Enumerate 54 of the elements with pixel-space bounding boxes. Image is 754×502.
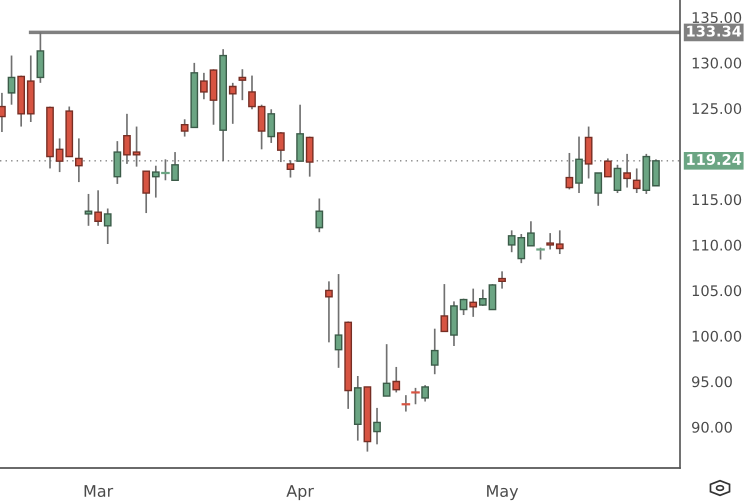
candlestick xyxy=(478,288,487,307)
candlestick xyxy=(402,394,410,412)
x-tick-label: May xyxy=(487,485,518,500)
ref-line-label: 119.24 xyxy=(687,154,742,166)
candlestick xyxy=(527,220,535,247)
y-tick-label: 100.00 xyxy=(692,330,742,342)
candlestick xyxy=(286,159,294,178)
candlestick xyxy=(8,54,16,106)
candlestick xyxy=(566,152,574,190)
candlestick xyxy=(421,384,429,402)
candlestick xyxy=(142,170,150,214)
candlestick xyxy=(594,172,602,207)
y-tick-label: 115.00 xyxy=(692,194,742,206)
candlestick xyxy=(75,138,83,183)
candlestick xyxy=(84,193,92,227)
candlestick xyxy=(373,407,381,446)
candlestick xyxy=(536,246,545,260)
candlestick xyxy=(508,230,516,254)
candlestick xyxy=(56,138,64,173)
candlestick xyxy=(382,343,391,397)
y-tick-label: 105.00 xyxy=(692,285,742,296)
candlestick xyxy=(238,68,246,101)
candlestick xyxy=(94,189,102,227)
candlestick xyxy=(517,233,526,264)
candlestick xyxy=(392,366,400,394)
y-tick-label: 135.00 xyxy=(692,12,742,24)
candlestick xyxy=(334,273,342,369)
candlestick xyxy=(315,198,324,234)
candlestick xyxy=(276,131,285,163)
y-tick-label: 90.00 xyxy=(692,422,732,433)
candlestick xyxy=(440,283,448,332)
y-tick-label: 125.00 xyxy=(692,103,742,114)
candlestick xyxy=(469,288,478,318)
candlestick xyxy=(267,108,276,144)
candlestick xyxy=(430,328,439,376)
x-tick-label: Mar xyxy=(84,485,114,498)
x-tick-label: Apr xyxy=(286,485,314,500)
candlestick xyxy=(104,208,112,245)
candlestick xyxy=(575,136,583,194)
candlestick xyxy=(411,387,420,406)
candlestick xyxy=(632,168,641,194)
candlestick xyxy=(546,232,554,250)
y-tick-label: 130.00 xyxy=(692,58,742,69)
candlestick xyxy=(228,82,237,125)
candlestick xyxy=(498,270,506,290)
candlestick xyxy=(623,153,631,188)
candlestick xyxy=(556,230,564,255)
ref-line-label: 133.34 xyxy=(687,26,742,37)
candlestick xyxy=(325,280,333,344)
candlestick xyxy=(604,158,612,178)
candlestick xyxy=(180,118,189,138)
y-tick-label: 95.00 xyxy=(692,376,732,388)
candlestick xyxy=(614,164,622,194)
y-tick-label: 110.00 xyxy=(692,240,742,251)
